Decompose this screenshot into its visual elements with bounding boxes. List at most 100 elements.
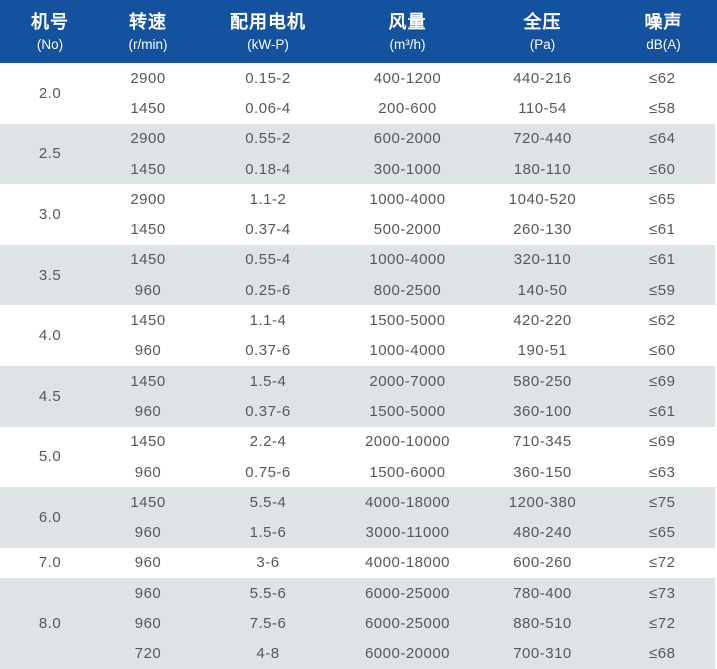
cell-noise: ≤65 (610, 184, 717, 215)
cell-motor: 1.5-4 (196, 365, 340, 397)
header-label-pressure: 全压 (523, 11, 562, 32)
header-label-no: 机号 (31, 11, 69, 32)
cell-fan-no: 6.0 (0, 487, 100, 548)
cell-pressure: 880-510 (475, 608, 610, 639)
cell-noise: ≤64 (610, 123, 717, 154)
cell-speed: 2900 (100, 123, 196, 154)
cell-pressure: 190-51 (475, 335, 610, 366)
cell-fan-no: 7.0 (0, 547, 100, 579)
cell-noise: ≤59 (610, 275, 717, 306)
cell-noise: ≤72 (610, 608, 717, 639)
header-col-no: 机号 (No) (0, 0, 100, 63)
cell-pressure: 140-50 (475, 275, 610, 306)
cell-motor: 1.1-4 (196, 305, 340, 336)
cell-noise: ≤65 (610, 517, 717, 548)
cell-airflow: 600-2000 (340, 123, 475, 154)
cell-speed: 960 (100, 578, 196, 609)
cell-pressure: 480-240 (475, 517, 610, 548)
header-col-noise: 噪声 dB(A) (610, 0, 717, 63)
cell-pressure: 1200-380 (475, 487, 610, 518)
cell-pressure: 180-110 (475, 153, 610, 185)
cell-motor: 5.5-6 (196, 578, 340, 609)
cell-motor: 5.5-4 (196, 487, 340, 518)
table-row: 960 0.25-6 800-2500 140-50 ≤59 (0, 275, 717, 306)
cell-motor: 0.75-6 (196, 456, 340, 488)
cell-speed: 960 (100, 608, 196, 639)
table-row: 960 0.75-6 1500-6000 360-150 ≤63 (0, 456, 717, 488)
cell-speed: 1450 (100, 93, 196, 124)
cell-noise: ≤62 (610, 63, 717, 94)
cell-noise: ≤60 (610, 335, 717, 366)
cell-speed: 1450 (100, 305, 196, 336)
cell-motor: 0.25-6 (196, 275, 340, 306)
cell-speed: 960 (100, 335, 196, 366)
cell-noise: ≤75 (610, 487, 717, 518)
header-label-motor: 配用电机 (230, 11, 306, 32)
cell-airflow: 500-2000 (340, 214, 475, 245)
table-row: 8.0 960 5.5-6 6000-25000 780-400 ≤73 (0, 578, 717, 669)
cell-noise: ≤68 (610, 638, 717, 669)
table-row: 720 4-8 6000-20000 700-310 ≤68 (0, 638, 717, 669)
cell-speed: 960 (100, 396, 196, 427)
cell-speed: 960 (100, 517, 196, 548)
cell-pressure: 110-54 (475, 93, 610, 124)
cell-fan-no: 2.5 (0, 123, 100, 185)
table-header: 机号 (No) 转速 (r/min) 配用电机 (kW-P) 风量 (m³/h)… (0, 0, 717, 63)
cell-pressure: 780-400 (475, 578, 610, 609)
table-row: 1450 0.18-4 300-1000 180-110 ≤60 (0, 153, 717, 185)
header-unit-pressure: (Pa) (529, 36, 556, 52)
cell-airflow: 4000-18000 (340, 547, 475, 579)
cell-pressure: 600-260 (475, 547, 610, 579)
cell-speed: 1450 (100, 214, 196, 245)
cell-speed: 1450 (100, 426, 196, 457)
cell-speed: 960 (100, 456, 196, 488)
cell-motor: 2.2-4 (196, 426, 340, 457)
cell-airflow: 4000-18000 (340, 487, 475, 518)
table-row: 4.5 1450 1.5-4 2000-7000 580-250 ≤69 (0, 365, 717, 427)
cell-pressure: 360-150 (475, 456, 610, 488)
cell-airflow: 1000-4000 (340, 244, 475, 276)
table-row: 6.0 1450 5.5-4 4000-18000 1200-380 ≤75 (0, 487, 717, 548)
table-row: 3.0 2900 1.1-2 1000-4000 1040-520 ≤65 (0, 184, 717, 245)
cell-pressure: 360-100 (475, 396, 610, 427)
cell-motor: 0.55-4 (196, 244, 340, 276)
cell-airflow: 2000-10000 (340, 426, 475, 457)
cell-pressure: 1040-520 (475, 184, 610, 215)
cell-speed: 2900 (100, 184, 196, 215)
header-unit-speed: (r/min) (128, 36, 168, 52)
cell-fan-no: 2.0 (0, 63, 100, 124)
cell-fan-no: 8.0 (0, 578, 100, 669)
cell-airflow: 800-2500 (340, 275, 475, 306)
cell-fan-no: 3.0 (0, 184, 100, 245)
cell-fan-no: 4.0 (0, 305, 100, 366)
cell-pressure: 580-250 (475, 365, 610, 397)
cell-pressure: 260-130 (475, 214, 610, 245)
header-label-speed: 转速 (129, 11, 167, 32)
table-row: 1450 0.06-4 200-600 110-54 ≤58 (0, 93, 717, 124)
cell-airflow: 300-1000 (340, 153, 475, 185)
cell-noise: ≤72 (610, 547, 717, 579)
header-unit-noise: dB(A) (646, 36, 681, 52)
cell-motor: 0.15-2 (196, 63, 340, 94)
cell-airflow: 6000-20000 (340, 638, 475, 669)
cell-motor: 0.06-4 (196, 93, 340, 124)
header-unit-no: (No) (36, 36, 64, 52)
cell-fan-no: 4.5 (0, 365, 100, 427)
header-unit-motor: (kW-P) (247, 36, 289, 52)
table-row: 1450 0.37-4 500-2000 260-130 ≤61 (0, 214, 717, 245)
cell-pressure: 420-220 (475, 305, 610, 336)
cell-noise: ≤62 (610, 305, 717, 336)
cell-airflow: 1500-5000 (340, 396, 475, 427)
cell-airflow: 6000-25000 (340, 578, 475, 609)
cell-motor: 1.5-6 (196, 517, 340, 548)
table-row: 5.0 1450 2.2-4 2000-10000 710-345 ≤69 (0, 426, 717, 488)
cell-motor: 7.5-6 (196, 608, 340, 639)
header-label-noise: 噪声 (644, 11, 683, 32)
cell-motor: 4-8 (196, 638, 340, 669)
cell-noise: ≤63 (610, 456, 717, 488)
header-col-motor: 配用电机 (kW-P) (196, 0, 340, 63)
cell-noise: ≤61 (610, 214, 717, 245)
cell-airflow: 3000-11000 (340, 517, 475, 548)
cell-speed: 1450 (100, 153, 196, 185)
